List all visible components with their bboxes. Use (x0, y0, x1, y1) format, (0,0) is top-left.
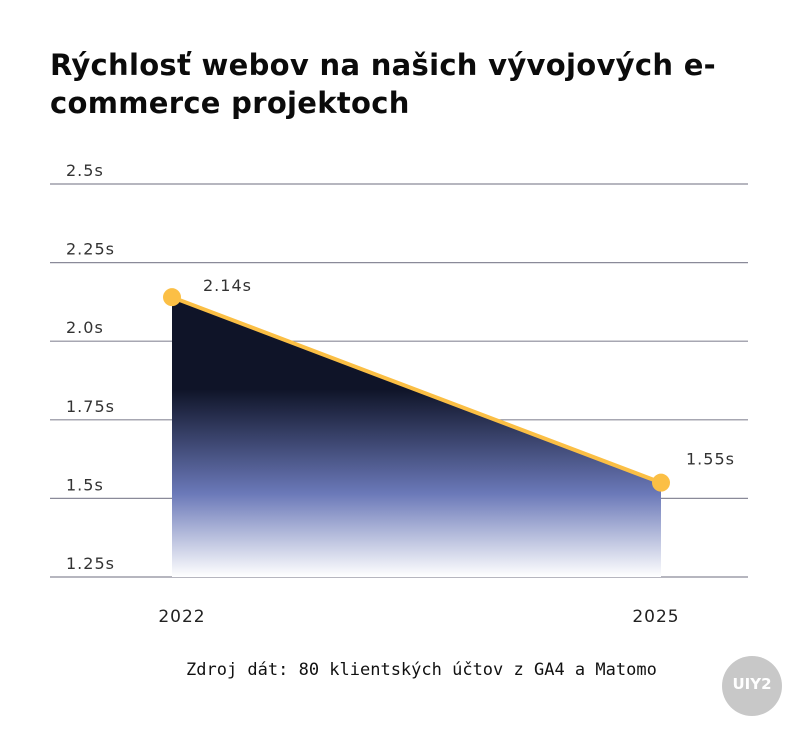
series-line (171, 295, 662, 485)
y-tick-label: 2.25s (66, 240, 115, 259)
y-tick-label: 1.25s (66, 554, 115, 573)
x-tick-label: 2025 (632, 607, 679, 627)
data-label: 1.55s (686, 450, 735, 469)
x-tick-label: 2022 (158, 607, 205, 627)
chart-title: Rýchlosť webov na našich vývojových e-co… (50, 48, 716, 120)
data-point (163, 288, 181, 307)
area-fill (172, 297, 661, 577)
data-point (652, 473, 670, 492)
y-tick-label: 1.75s (66, 397, 115, 416)
y-tick-label: 2.0s (66, 318, 104, 337)
data-label: 2.14s (203, 276, 252, 295)
brand-logo: UIY2 (722, 656, 782, 716)
y-tick-label: 1.5s (66, 475, 104, 494)
source-note: Zdroj dát: 80 klientských účtov z GA4 a … (186, 660, 657, 680)
y-tick-label: 2.5s (66, 161, 104, 180)
